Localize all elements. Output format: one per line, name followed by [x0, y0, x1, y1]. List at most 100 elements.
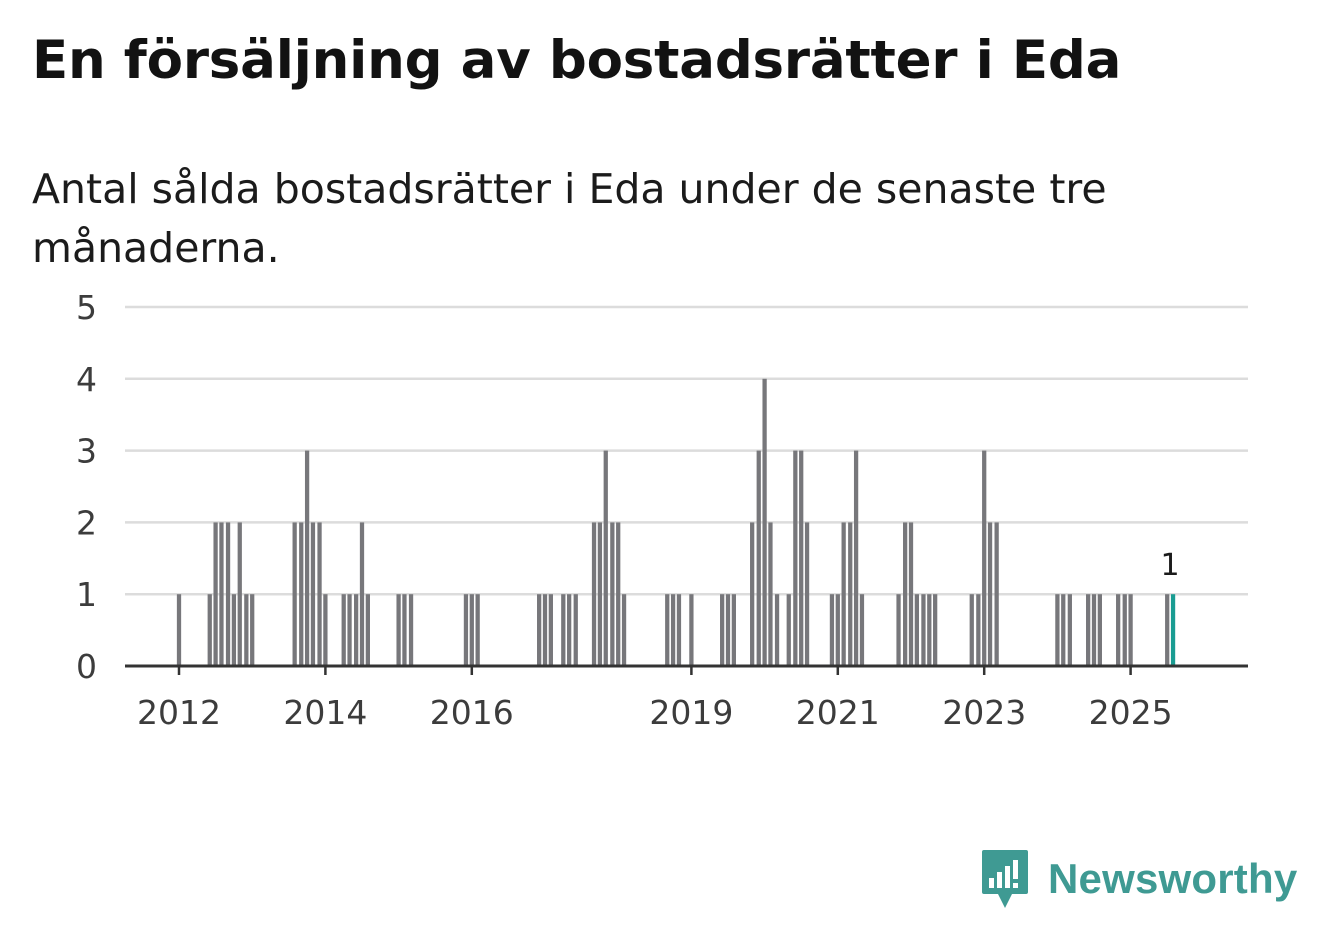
bar	[793, 450, 798, 666]
bar	[292, 522, 297, 666]
y-axis-tick-labels: 0 1 2 3 4 5	[76, 288, 97, 686]
bar	[603, 450, 608, 666]
bar	[402, 594, 407, 666]
bar	[359, 522, 365, 666]
x-tick-label-2016: 2016	[430, 693, 514, 732]
bar	[475, 594, 480, 666]
bar	[835, 594, 840, 666]
bar	[853, 450, 859, 666]
bar	[804, 522, 810, 666]
brand-name: Newsworthy	[1048, 855, 1298, 902]
bar	[250, 594, 255, 666]
bar	[365, 594, 370, 666]
bar	[786, 594, 791, 666]
bar	[750, 522, 755, 666]
chart-subtitle: Antal sålda bostadsrätter i Eda under de…	[32, 165, 1107, 272]
bar	[914, 594, 919, 666]
chart-title: En försäljning av bostadsrätter i Eda	[32, 30, 1122, 91]
bar	[542, 594, 548, 666]
bar	[903, 522, 908, 666]
y-tick-label-4: 4	[76, 360, 97, 399]
bar	[231, 594, 237, 666]
bar	[537, 594, 542, 666]
bar	[354, 594, 359, 666]
bar	[317, 522, 322, 666]
bar	[762, 378, 767, 666]
bar	[1086, 594, 1091, 666]
bar	[573, 594, 578, 666]
y-tick-label-0: 0	[76, 647, 97, 686]
bar	[756, 450, 761, 666]
bar	[1128, 594, 1133, 666]
y-tick-label-1: 1	[76, 575, 97, 614]
bar	[829, 594, 835, 666]
bar	[219, 522, 224, 666]
bar	[841, 522, 846, 666]
bar	[304, 450, 310, 666]
y-tick-label-2: 2	[76, 503, 97, 542]
bar	[987, 522, 993, 666]
bar	[561, 594, 566, 666]
bar	[908, 522, 914, 666]
highlight-value-label: 1	[1161, 548, 1180, 583]
bar	[994, 522, 999, 666]
bar	[1116, 594, 1121, 666]
bar	[244, 594, 249, 666]
bar	[323, 594, 328, 666]
bar	[1091, 594, 1097, 666]
bar	[213, 522, 218, 666]
bar	[225, 522, 231, 666]
newsworthy-brand: Newsworthy	[980, 848, 1297, 910]
bar	[896, 594, 901, 666]
bar	[976, 594, 981, 666]
bar	[310, 522, 316, 666]
bar	[665, 594, 670, 666]
x-axis-ticks	[177, 666, 1132, 675]
bar	[591, 522, 597, 666]
x-tick-label-2025: 2025	[1089, 693, 1173, 732]
bar	[848, 522, 853, 666]
bars	[176, 378, 1176, 666]
bar	[597, 522, 603, 666]
x-tick-label-2014: 2014	[283, 693, 367, 732]
bar	[927, 594, 932, 666]
bar	[731, 594, 736, 666]
bar	[1055, 594, 1060, 666]
bar	[720, 594, 725, 666]
bar	[469, 594, 474, 666]
bar	[396, 594, 401, 666]
bar	[982, 450, 987, 666]
bar	[548, 594, 553, 666]
bar	[567, 594, 572, 666]
bar	[725, 594, 731, 666]
bar	[347, 594, 352, 666]
x-tick-label-2019: 2019	[649, 693, 733, 732]
bar	[610, 522, 615, 666]
bar	[774, 594, 780, 666]
x-tick-label-2021: 2021	[796, 693, 880, 732]
bar	[1165, 594, 1170, 666]
bar	[768, 522, 773, 666]
highlight-bar	[1170, 594, 1176, 666]
bar	[408, 594, 414, 666]
bar	[933, 594, 938, 666]
bar	[676, 594, 682, 666]
bar	[176, 594, 182, 666]
y-tick-label-3: 3	[76, 432, 97, 471]
bar	[689, 594, 694, 666]
bar	[969, 594, 974, 666]
bar	[1122, 594, 1127, 666]
bar	[921, 594, 926, 666]
bar	[463, 594, 469, 666]
bar	[1097, 594, 1102, 666]
bar	[859, 594, 865, 666]
bar	[237, 522, 242, 666]
bar	[299, 522, 304, 666]
bar	[799, 450, 804, 666]
newsworthy-logo-icon	[982, 850, 1028, 908]
bar	[616, 522, 621, 666]
bar	[1067, 594, 1072, 666]
bar	[341, 594, 346, 666]
x-axis-tick-labels: 2012 2014 2016 2019 2021 2023 2025	[137, 693, 1173, 732]
